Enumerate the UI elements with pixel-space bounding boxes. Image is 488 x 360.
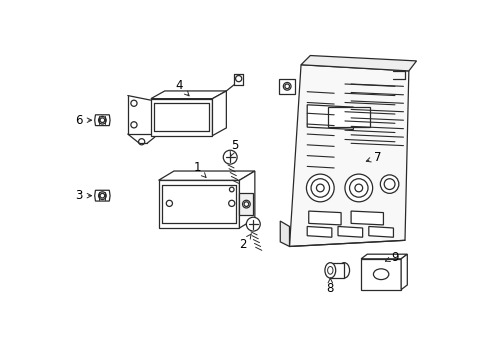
Circle shape: [131, 100, 137, 106]
Polygon shape: [95, 190, 110, 201]
Bar: [327, 107, 369, 127]
Circle shape: [99, 192, 106, 199]
Circle shape: [380, 175, 398, 193]
Text: 9: 9: [385, 251, 398, 264]
Polygon shape: [308, 211, 341, 225]
Text: 2: 2: [239, 234, 251, 251]
Ellipse shape: [338, 263, 349, 278]
Ellipse shape: [373, 269, 388, 280]
Polygon shape: [95, 115, 110, 126]
Polygon shape: [212, 91, 226, 136]
Ellipse shape: [324, 263, 335, 278]
Text: 7: 7: [366, 150, 381, 164]
Circle shape: [228, 200, 234, 206]
Polygon shape: [158, 180, 239, 228]
Circle shape: [99, 116, 106, 124]
Polygon shape: [289, 65, 408, 247]
Circle shape: [344, 174, 372, 202]
Circle shape: [229, 187, 234, 192]
Bar: [329, 263, 344, 278]
Polygon shape: [239, 193, 253, 215]
Circle shape: [166, 200, 172, 206]
Circle shape: [235, 76, 241, 82]
Polygon shape: [337, 226, 362, 237]
Circle shape: [306, 174, 333, 202]
Circle shape: [285, 84, 289, 89]
Text: 6: 6: [75, 114, 91, 127]
Circle shape: [131, 122, 137, 128]
Circle shape: [244, 202, 248, 206]
Text: 5: 5: [230, 139, 238, 156]
Polygon shape: [360, 254, 407, 259]
Circle shape: [100, 118, 104, 122]
Polygon shape: [279, 78, 294, 94]
Circle shape: [349, 179, 367, 197]
Polygon shape: [151, 99, 212, 136]
Circle shape: [138, 139, 144, 145]
Polygon shape: [306, 226, 331, 237]
Circle shape: [223, 150, 237, 164]
Circle shape: [100, 193, 104, 198]
Circle shape: [283, 82, 290, 90]
Polygon shape: [158, 171, 254, 180]
Polygon shape: [306, 105, 353, 130]
Circle shape: [246, 217, 260, 231]
Circle shape: [316, 184, 324, 192]
Circle shape: [384, 179, 394, 189]
Text: 4: 4: [175, 79, 189, 96]
Polygon shape: [280, 221, 289, 247]
Polygon shape: [400, 254, 407, 289]
Polygon shape: [239, 171, 254, 228]
Circle shape: [242, 200, 250, 208]
Polygon shape: [368, 226, 393, 237]
Text: 1: 1: [193, 161, 205, 177]
Polygon shape: [151, 91, 226, 99]
Text: 3: 3: [76, 189, 91, 202]
Polygon shape: [360, 259, 400, 289]
Polygon shape: [301, 55, 416, 71]
Circle shape: [310, 179, 329, 197]
Circle shape: [354, 184, 362, 192]
Polygon shape: [350, 211, 383, 225]
Ellipse shape: [327, 266, 332, 274]
Text: 8: 8: [326, 278, 333, 294]
